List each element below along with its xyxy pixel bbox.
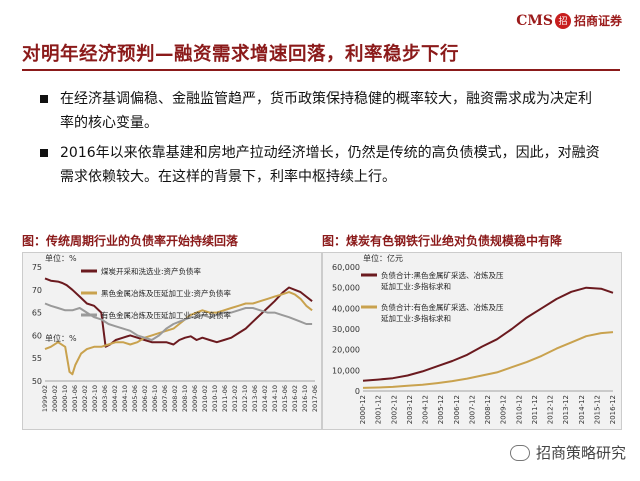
x-tick-label: 2006-12 [453, 395, 461, 424]
x-tick-label: 2000-02 [51, 385, 59, 412]
x-tick-label: 2013-06 [251, 385, 259, 412]
y-tick-label: 60 [32, 331, 42, 340]
series-line-1 [362, 331, 614, 389]
bullet-item: 2016年以来依靠基建和房地产拉动经济增长，仍然是传统的高负债模式，因此，对融资… [40, 141, 600, 189]
x-tick-label: 2001-12 [375, 395, 383, 424]
x-tick-label: 2004-02 [111, 385, 119, 412]
x-tick-label: 2012-12 [547, 395, 555, 424]
legend-label-1: 黑色金属冶炼及压延加工业:资产负债率 [101, 288, 232, 298]
x-tick-label: 2007-06 [161, 385, 169, 412]
bullet-square-icon [40, 95, 48, 103]
x-tick-label: 2008-12 [484, 395, 492, 424]
y-tick-label: 30,000 [332, 325, 360, 334]
chart-left-svg: 50 55 60 65 70 75 1999-02 2000-02 2000-10 2001-06… [32, 253, 319, 412]
legend-label-2: 有色金属冶炼及压延加工业:资产负债率 [101, 310, 232, 320]
x-tick-label: 2011-06 [221, 385, 229, 412]
x-tick-label: 2006-02 [141, 385, 149, 412]
x-tick-label: 2003-06 [101, 385, 109, 412]
x-tick-label: 2010-10 [211, 385, 219, 412]
chart-right-title: 图：煤炭有色钢铁行业绝对负债规模稳中有降 [322, 234, 563, 248]
x-tick-label: 2006-10 [151, 385, 159, 412]
wechat-watermark: 招商策略研究 [509, 442, 626, 463]
chart-left: 图：传统周期行业的负债率开始持续回落 50 55 60 65 70 75 1999-02 20… [22, 232, 322, 430]
series-line-1 [44, 291, 313, 376]
x-tick-label: 2007-12 [468, 395, 476, 424]
y-tick-label: 20,000 [332, 346, 360, 355]
unit-label-mid: 单位：% [45, 333, 77, 343]
y-tick-label: 60,000 [332, 263, 360, 272]
x-tick-label: 2012-10 [241, 385, 249, 412]
series-line-2 [44, 302, 313, 341]
brand-logo: CMS 招 招商证券 [516, 12, 622, 29]
x-tick-label: 2009-12 [500, 395, 508, 424]
x-tick-label: 2013-12 [562, 395, 570, 424]
series-line-0 [362, 286, 614, 382]
y-tick-label: 75 [32, 263, 42, 272]
chart-left-title: 图：传统周期行业的负债率开始持续回落 [22, 234, 239, 248]
logo-badge-icon: 招 [554, 12, 571, 29]
unit-label-top: 单位：% [45, 253, 77, 263]
chart-right: 图：煤炭有色钢铁行业绝对负债规模稳中有降 0 10,000 20,000 30,000… [322, 232, 622, 430]
x-tick-label: 2005-06 [131, 385, 139, 412]
x-tick-label: 2002-10 [91, 385, 99, 412]
legend-label-1: 延加工业:多指标求和 [381, 313, 451, 323]
bullet-list: 在经济基调偏稳、金融监管趋严，货币政策保持稳健的概率较大，融资需求成为决定利率的… [40, 87, 600, 195]
logo-text: CMS [516, 12, 553, 29]
x-tick-label: 2014-10 [271, 385, 279, 412]
x-tick-label: 2002-12 [390, 395, 398, 424]
x-tick-label: 2005-12 [437, 395, 445, 424]
y-tick-label: 0 [355, 387, 360, 396]
x-tick-label: 2008-10 [181, 385, 189, 412]
bullet-text: 在经济基调偏稳、金融监管趋严，货币政策保持稳健的概率较大，融资需求成为决定利率的… [60, 91, 592, 131]
title-divider [22, 69, 620, 71]
x-tick-label: 2015-12 [593, 395, 601, 424]
x-tick-label: 2016-10 [301, 385, 309, 412]
x-tick-label: 2008-02 [171, 385, 179, 412]
x-tick-label: 2000-12 [359, 395, 367, 424]
x-tick-label: 2002-02 [81, 385, 89, 412]
x-tick-label: 1999-02 [41, 385, 49, 412]
logo-cn-text: 招商证券 [573, 14, 622, 28]
x-tick-label: 2011-12 [531, 395, 539, 424]
x-tick-label: 2010-02 [201, 385, 209, 412]
x-tick-label: 2000-10 [61, 385, 69, 412]
x-tick-label: 2016-12 [609, 395, 617, 424]
legend-label-1: 负债合计:有色金属矿采选、冶炼及压 [381, 302, 504, 312]
legend-label-0: 煤炭开采和洗选业:资产负债率 [101, 266, 202, 276]
y-tick-label: 50,000 [332, 284, 360, 293]
chart-right-plot-area: 0 10,000 20,000 30,000 40,000 50,000 60,000 200… [322, 252, 622, 430]
y-tick-label: 10,000 [332, 366, 360, 375]
y-tick-label: 40,000 [332, 304, 360, 313]
y-tick-label: 50 [32, 377, 42, 386]
x-tick-label: 2009-06 [191, 385, 199, 412]
watermark-text: 招商策略研究 [535, 444, 626, 462]
bullet-text: 2016年以来依靠基建和房地产拉动经济增长，仍然是传统的高负债模式，因此，对融资… [60, 145, 600, 185]
x-tick-label: 2004-12 [422, 395, 430, 424]
bullet-square-icon [40, 149, 48, 157]
unit-label: 单位：亿元 [363, 253, 403, 263]
bullet-item: 在经济基调偏稳、金融监管趋严，货币政策保持稳健的概率较大，融资需求成为决定利率的… [40, 87, 600, 135]
wechat-icon [509, 444, 530, 461]
legend-label-0: 负债合计:黑色金属矿采选、冶炼及压 [381, 270, 504, 280]
chart-right-svg: 0 10,000 20,000 30,000 40,000 50,000 60,000 200… [332, 253, 617, 424]
x-tick-label: 2014-02 [261, 385, 269, 412]
y-tick-label: 65 [32, 309, 42, 318]
x-tick-label: 2010-12 [515, 395, 523, 424]
x-tick-label: 2001-06 [71, 385, 79, 412]
legend-label-0: 延加工业:多指标求和 [381, 281, 451, 291]
x-tick-label: 2003-12 [406, 395, 414, 424]
x-tick-label: 2012-02 [231, 385, 239, 412]
y-tick-label: 55 [32, 354, 42, 363]
x-tick-label: 2004-10 [121, 385, 129, 412]
x-tick-label: 2014-12 [578, 395, 586, 424]
slide-title: 对明年经济预判—融资需求增速回落，利率稳步下行 [22, 44, 460, 65]
y-tick-label: 70 [32, 286, 42, 295]
series-line-0 [44, 277, 313, 348]
x-tick-label: 2016-02 [291, 385, 299, 412]
x-tick-label: 2017-06 [311, 385, 319, 412]
x-tick-label: 2015-06 [281, 385, 289, 412]
chart-left-plot-area: 50 55 60 65 70 75 1999-02 2000-02 2000-10 2001-06… [22, 252, 322, 430]
